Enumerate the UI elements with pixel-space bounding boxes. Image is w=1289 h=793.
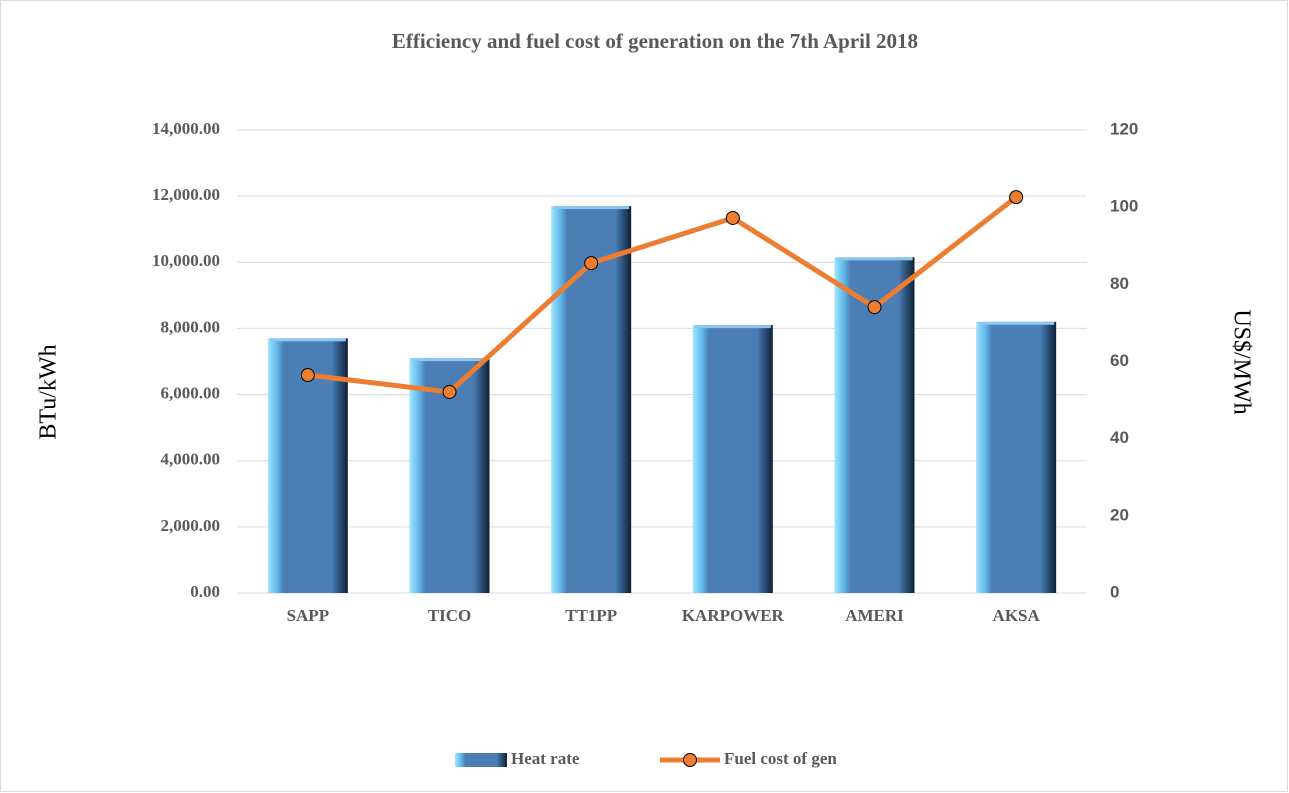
y-tick-label: 4,000.00 — [161, 450, 221, 469]
x-tick-label: AKSA — [993, 606, 1041, 625]
x-tick-label: AMERI — [845, 606, 904, 625]
line-marker — [867, 300, 882, 315]
legend-label: Heat rate — [511, 749, 580, 768]
x-tick-label: KARPOWER — [682, 606, 785, 625]
legend-swatch — [455, 753, 507, 767]
bar — [976, 321, 1057, 593]
y2-tick-label: 120 — [1110, 119, 1138, 138]
bar — [692, 325, 773, 593]
y2-tick-label: 60 — [1110, 351, 1129, 370]
bar-top — [836, 257, 913, 261]
y2-tick-label: 20 — [1110, 505, 1129, 524]
y2-axis-title: US$/MWh — [1228, 309, 1254, 414]
y-tick-label: 14,000.00 — [152, 119, 220, 138]
bar-top — [411, 358, 488, 362]
bar-top — [978, 321, 1055, 325]
line-marker — [442, 384, 457, 399]
line-marker — [300, 368, 315, 383]
x-tick-label: SAPP — [287, 606, 330, 625]
x-tick-label: TICO — [428, 606, 471, 625]
bar-top — [269, 338, 346, 342]
bar-top — [694, 325, 771, 329]
y-tick-label: 0.00 — [190, 582, 220, 601]
y2-tick-label: 40 — [1110, 428, 1129, 447]
y2-tick-label: 100 — [1110, 197, 1138, 216]
line-marker — [725, 210, 740, 225]
legend-swatch — [683, 753, 697, 767]
bar — [551, 206, 632, 594]
y-tick-label: 6,000.00 — [161, 383, 221, 402]
legend-label: Fuel cost of gen — [724, 749, 837, 768]
y-tick-label: 12,000.00 — [152, 185, 220, 204]
y2-tick-label: 0 — [1110, 582, 1119, 601]
line-marker — [584, 256, 599, 271]
bar-top — [553, 206, 630, 210]
line-marker — [1009, 190, 1024, 205]
y-tick-label: 10,000.00 — [152, 251, 220, 270]
y2-tick-label: 80 — [1110, 274, 1129, 293]
chart-title: Efficiency and fuel cost of generation o… — [392, 29, 918, 53]
y-tick-label: 2,000.00 — [161, 516, 221, 535]
line — [307, 195, 1018, 395]
y-tick-label: 8,000.00 — [161, 317, 221, 336]
x-tick-label: TT1PP — [565, 606, 617, 625]
y-axis-title: BTu/kWh — [36, 344, 62, 439]
